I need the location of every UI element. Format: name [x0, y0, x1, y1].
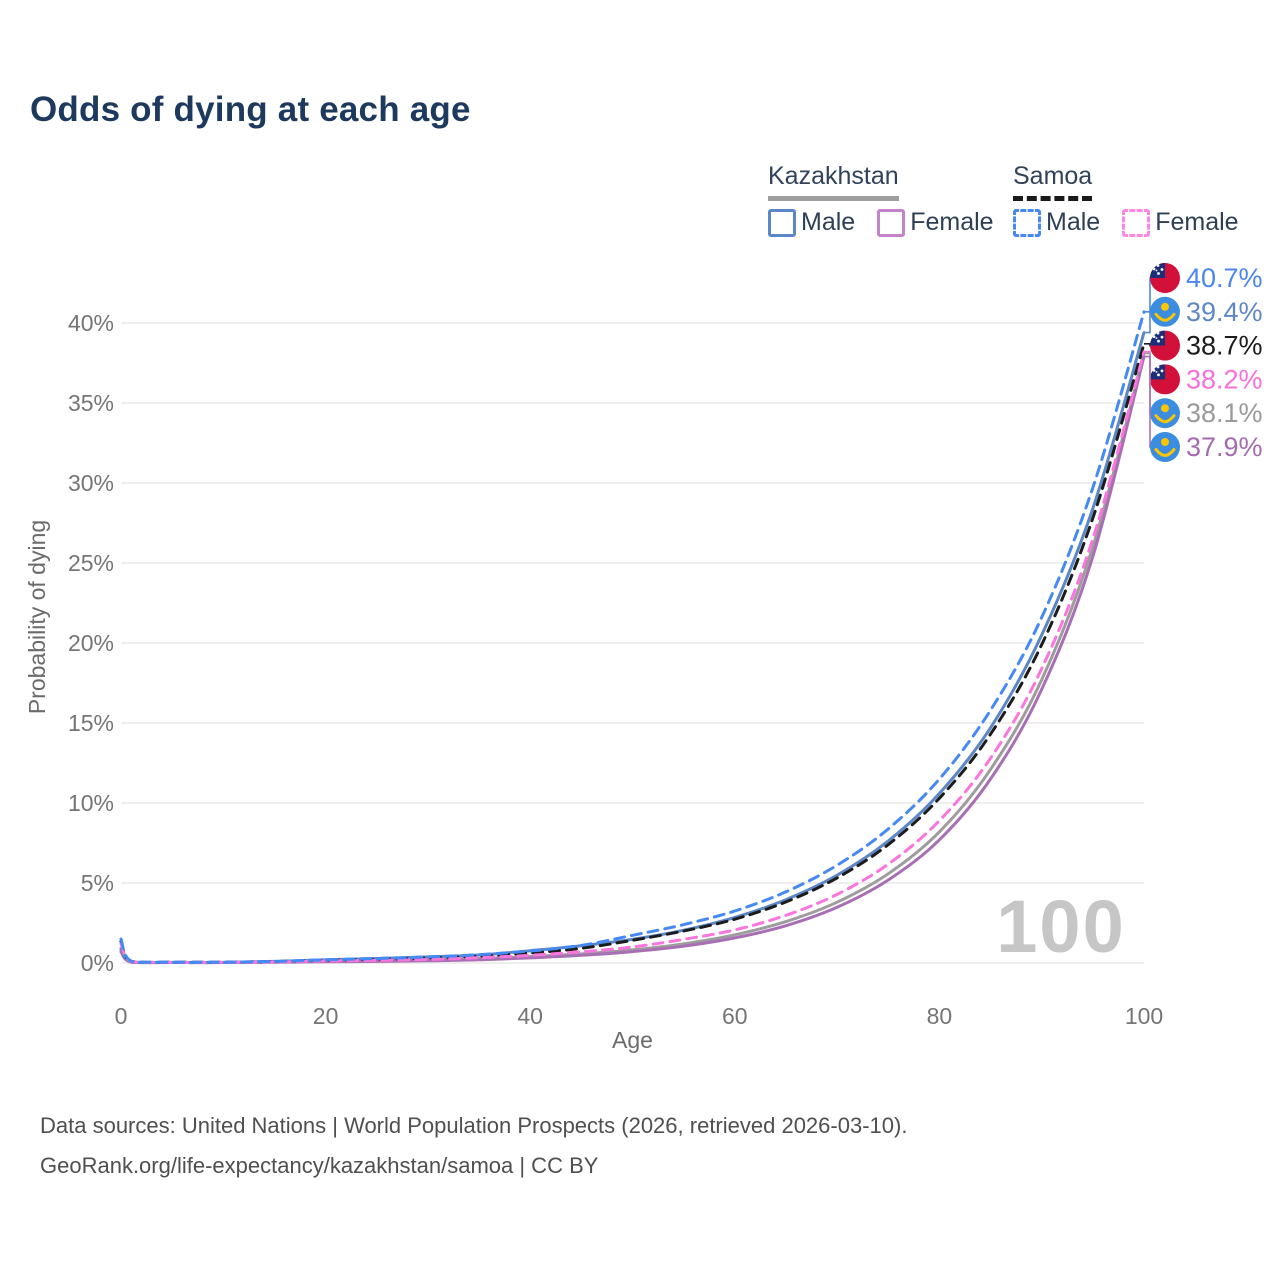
y-tick-label: 5% — [81, 870, 114, 896]
y-tick-label: 15% — [68, 710, 114, 736]
series-end-label: 37.9% — [1186, 432, 1263, 462]
legend-item-label: Male — [801, 208, 856, 236]
legend-item-kazakhstan-male[interactable]: Male — [768, 208, 855, 237]
y-tick-label: 20% — [68, 630, 114, 656]
checkbox-icon — [877, 208, 906, 237]
x-tick-label: 40 — [517, 1003, 543, 1029]
series-line-kazakhstan[interactable] — [119, 351, 1146, 965]
samoa-flag-icon — [1150, 364, 1180, 395]
legend-item-label: Male — [1046, 208, 1101, 236]
x-tick-label: 0 — [115, 1003, 128, 1029]
series-end-label: 40.7% — [1186, 263, 1263, 293]
attribution-line: GeoRank.org/life-expectancy/kazakhstan/s… — [40, 1153, 599, 1178]
legend-group-kazakhstan: Kazakhstan Male Female — [768, 162, 994, 237]
legend-group-samoa: Samoa Male Female — [1013, 162, 1239, 237]
legend-item-label: Female — [910, 208, 994, 236]
legend-item-label: Female — [1155, 208, 1239, 236]
series-line-samoa-female[interactable] — [119, 350, 1146, 964]
kazakhstan-flag-icon — [1150, 432, 1180, 462]
kazakhstan-flag-icon — [1150, 398, 1180, 429]
series-end-label: 38.7% — [1186, 331, 1263, 361]
series-line-samoa[interactable] — [119, 342, 1146, 964]
age-watermark: 100 — [996, 885, 1125, 968]
checkbox-icon — [1013, 208, 1041, 237]
x-tick-label: 60 — [722, 1003, 748, 1029]
series-end-label: 38.2% — [1186, 364, 1263, 394]
kazakhstan-flag-icon — [1150, 296, 1180, 327]
legend-country-samoa[interactable]: Samoa — [1013, 162, 1093, 201]
checkbox-icon — [1122, 208, 1151, 237]
y-tick-label: 0% — [81, 950, 114, 976]
x-tick-label: 100 — [1125, 1003, 1163, 1029]
series-line-kazakhstan-female[interactable] — [119, 355, 1146, 965]
y-tick-label: 40% — [68, 310, 114, 336]
x-tick-label: 20 — [313, 1003, 339, 1029]
samoa-flag-icon — [1150, 263, 1180, 293]
samoa-flag-icon — [1150, 330, 1180, 361]
legend-item-samoa-male[interactable]: Male — [1013, 208, 1100, 237]
legend-country-kazakhstan[interactable]: Kazakhstan — [768, 162, 899, 201]
y-tick-label: 30% — [68, 470, 114, 496]
y-tick-label: 10% — [68, 790, 114, 816]
series-line-samoa-male[interactable] — [119, 310, 1146, 964]
data-source-line: Data sources: United Nations | World Pop… — [40, 1113, 908, 1138]
y-tick-label: 35% — [68, 390, 114, 416]
y-axis-title: Probability of dying — [24, 520, 50, 714]
page-title: Odds of dying at each age — [30, 90, 471, 129]
legend-item-samoa-female[interactable]: Female — [1122, 208, 1239, 237]
legend-item-kazakhstan-female[interactable]: Female — [877, 208, 994, 237]
series-end-label: 38.1% — [1186, 398, 1263, 428]
footer: Data sources: United Nations | World Pop… — [40, 1106, 907, 1186]
series-line-kazakhstan-male[interactable] — [119, 331, 1146, 965]
series-end-label: 39.4% — [1186, 297, 1263, 327]
x-axis-title: Age — [612, 1027, 653, 1053]
y-tick-label: 25% — [68, 550, 114, 576]
x-tick-label: 80 — [927, 1003, 953, 1029]
leader-line — [1144, 355, 1153, 448]
checkbox-icon — [768, 208, 796, 237]
